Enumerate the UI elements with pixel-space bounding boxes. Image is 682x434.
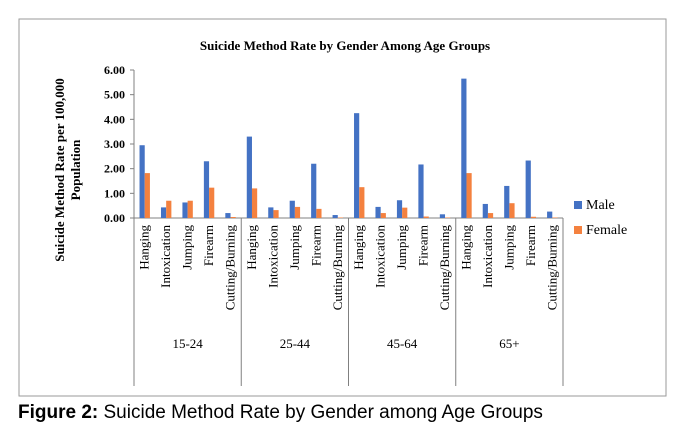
bar-male — [461, 78, 467, 218]
legend-swatch-male — [574, 201, 582, 209]
y-tick-label: 3.00 — [104, 137, 125, 151]
bar-female — [209, 187, 215, 218]
y-tick-label: 2.00 — [104, 162, 125, 176]
bar-male — [482, 203, 488, 218]
group-label: 15-24 — [172, 336, 203, 351]
bar-female — [187, 200, 193, 218]
category-label: Hanging — [244, 225, 259, 270]
bar-male — [268, 207, 274, 218]
bar-male — [246, 136, 252, 218]
group-label: 25-44 — [280, 336, 311, 351]
category-label: Intoxication — [158, 225, 173, 288]
y-tick-label: 5.00 — [104, 88, 125, 102]
legend-label-male: Male — [586, 198, 615, 213]
bar-female — [487, 213, 494, 218]
bar-male — [225, 213, 231, 218]
y-tick-label: 1.00 — [104, 186, 125, 200]
category-label: Hanging — [351, 225, 366, 270]
bar-male — [332, 215, 338, 218]
bar-female — [144, 173, 150, 218]
chart-title: Suicide Method Rate by Gender Among Age … — [200, 38, 490, 53]
bar-female — [166, 200, 172, 218]
bar-female — [251, 188, 258, 218]
category-label: Jumping — [501, 225, 516, 270]
bar-female — [230, 217, 236, 218]
bar-male — [182, 202, 188, 218]
y-tick-label: 4.00 — [104, 112, 125, 126]
bar-male — [525, 160, 531, 218]
bar-female — [316, 208, 322, 218]
category-label: Cutting/Burning — [223, 225, 238, 311]
bar-male — [439, 214, 446, 218]
bar-male — [289, 200, 295, 218]
category-label: Jumping — [394, 225, 409, 270]
group-label: 65+ — [499, 336, 519, 351]
bar-male — [504, 185, 510, 218]
bar-male — [203, 161, 210, 218]
category-label: Intoxication — [480, 225, 495, 288]
bar-female — [402, 207, 408, 218]
legend-label-female: Female — [586, 223, 627, 238]
category-label: Firearm — [416, 225, 431, 266]
category-label: Hanging — [458, 225, 473, 270]
y-tick-label: 6.00 — [104, 63, 125, 77]
category-label: Cutting/Burning — [544, 225, 559, 311]
bar-male — [547, 211, 553, 218]
bar-female — [466, 173, 472, 218]
figure-caption-text: Suicide Method Rate by Gender among Age … — [98, 402, 543, 423]
bar-male — [396, 200, 403, 218]
category-label: Firearm — [308, 225, 323, 266]
bar-male — [160, 207, 167, 218]
y-axis-label-line-2: Population — [68, 139, 83, 200]
bar-male — [139, 145, 145, 218]
chart-border — [18, 18, 667, 397]
bar-female — [530, 216, 537, 218]
bar-female — [509, 203, 515, 218]
bar-male — [311, 163, 317, 218]
category-label: Cutting/Burning — [330, 225, 345, 311]
bar-male — [418, 164, 424, 218]
bar-male — [354, 113, 360, 218]
category-label: Cutting/Burning — [437, 225, 452, 311]
bar-female — [294, 206, 301, 218]
category-label: Intoxication — [373, 225, 388, 288]
legend-swatch-female — [574, 226, 582, 234]
figure-caption: Figure 2: Suicide Method Rate by Gender … — [18, 402, 543, 424]
category-label: Jumping — [287, 225, 302, 270]
plot-layer: 0.00 1.00 2.00 3.00 4.00 5.00 6.00 Hanging Intox… — [104, 63, 564, 386]
figure-caption-prefix: Figure 2: — [18, 402, 99, 423]
group-label: 45-64 — [387, 336, 418, 351]
legend: Male Female — [574, 198, 627, 238]
y-tick-label: 0.00 — [104, 211, 125, 225]
bar-female — [359, 187, 365, 218]
bar-male — [375, 206, 381, 218]
bar-female — [273, 210, 279, 218]
category-label: Jumping — [180, 225, 195, 270]
bar-female — [423, 216, 429, 218]
category-label: Hanging — [137, 225, 152, 270]
category-label: Firearm — [523, 225, 538, 266]
category-label: Firearm — [201, 225, 216, 266]
category-label: Intoxication — [265, 225, 280, 288]
bar-female — [380, 213, 386, 218]
y-axis-label-line-1: Suicide Method Rate per 100,000 — [52, 78, 67, 262]
